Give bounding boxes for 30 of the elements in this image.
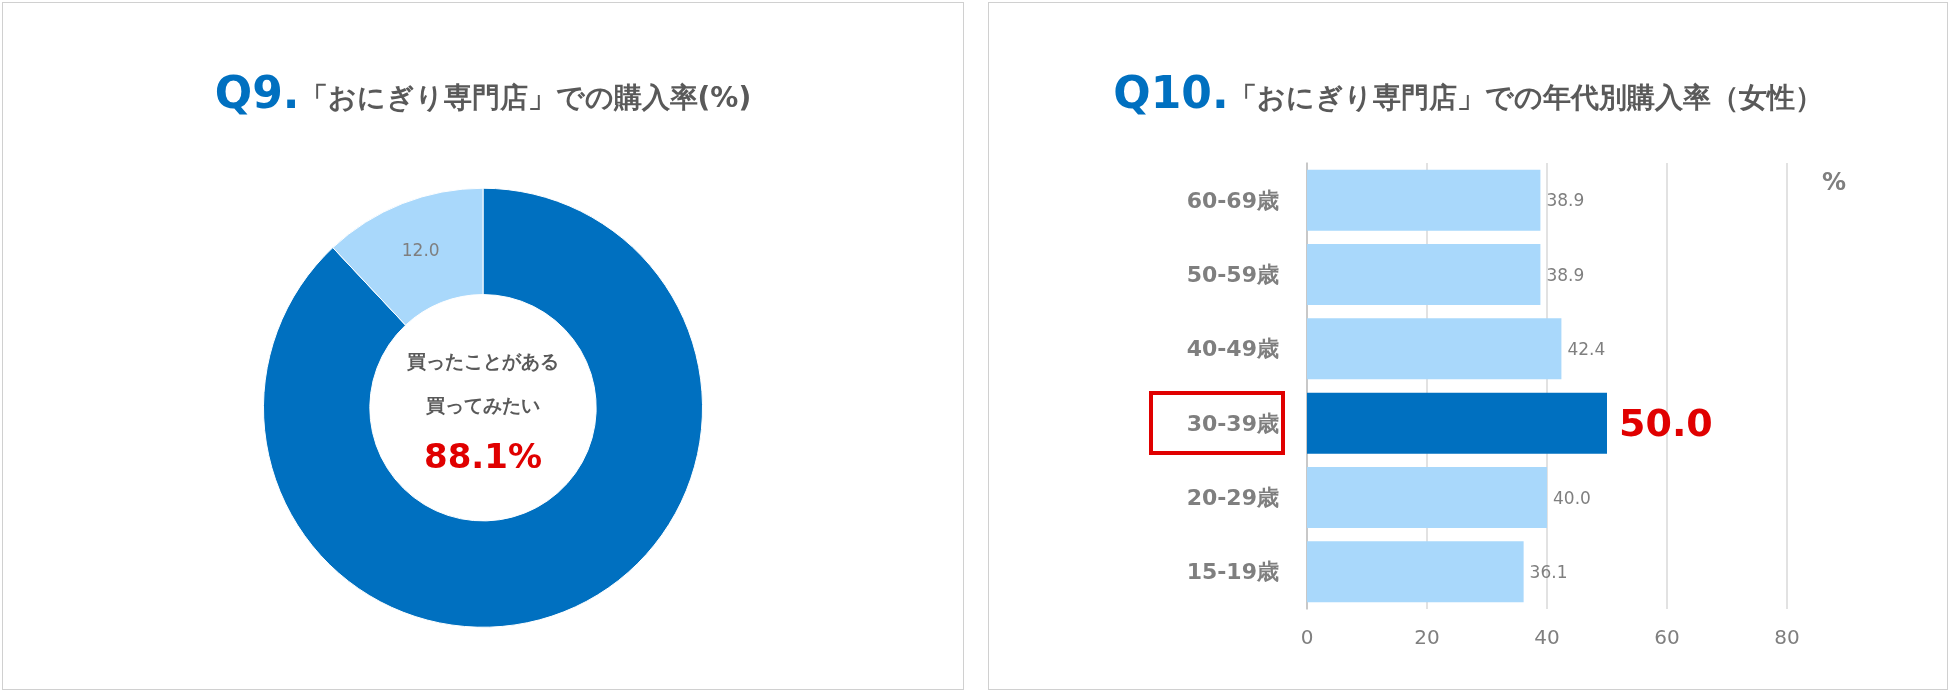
x-axis-title: % [1822, 168, 1847, 196]
y-tick-label: 50-59歳 [1186, 262, 1279, 287]
x-tick-label: 40 [1534, 625, 1560, 649]
data-label: 38.9 [1546, 264, 1585, 285]
text: 買ってみたい [425, 393, 540, 416]
bar [1307, 244, 1541, 305]
data-label: 50.0 [1619, 401, 1713, 446]
text: 買ったことがある [406, 349, 559, 372]
y-tick-label: 15-19歳 [1186, 559, 1279, 585]
data-label: 42.4 [1567, 338, 1606, 359]
chart-title: Q10.「おにぎり専門店」での年代別購入率（女性） [1113, 66, 1823, 118]
text: 88.1% [424, 436, 542, 476]
bar [1307, 392, 1607, 454]
x-tick-label: 80 [1774, 625, 1800, 649]
y-tick-label: 30-39歳 [1186, 410, 1279, 436]
bar [1307, 541, 1524, 603]
bar [1307, 318, 1562, 380]
data-label: 38.9 [1546, 190, 1585, 211]
data-label: 12.0 [401, 240, 440, 261]
data-label: 36.1 [1529, 561, 1568, 582]
bar [1307, 467, 1547, 528]
x-tick-label: 0 [1300, 625, 1314, 649]
y-tick-label: 20-29歳 [1186, 485, 1279, 510]
chart-title: Q9.「おにぎり専門店」での購入率(%) [214, 66, 752, 118]
y-tick-label: 40-49歳 [1186, 336, 1279, 362]
bar [1307, 169, 1541, 231]
data-label: 40.0 [1553, 487, 1591, 508]
x-tick-label: 60 [1654, 625, 1680, 649]
y-tick-label: 60-69歳 [1186, 187, 1279, 213]
x-tick-label: 20 [1414, 625, 1440, 649]
